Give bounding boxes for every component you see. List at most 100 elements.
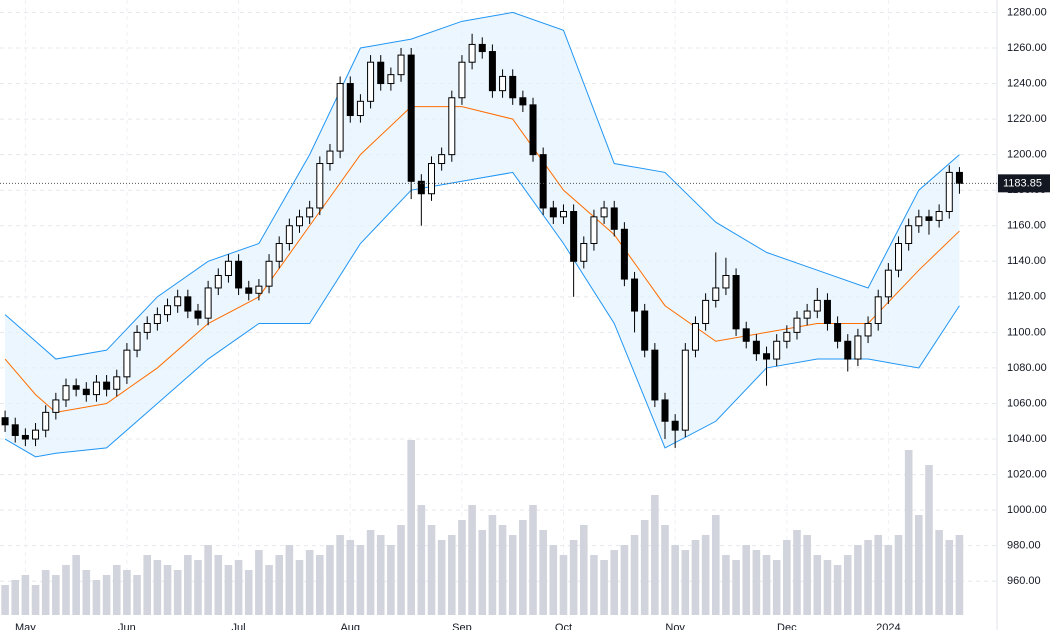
candle [82,382,90,402]
candle [164,298,172,322]
volume-bar [803,535,811,615]
candle [631,271,639,333]
candle [346,76,354,123]
candle [174,289,182,313]
candle-body [874,296,882,324]
x-tick-label: Oct [555,622,572,630]
volume-bar [651,495,659,615]
candle-body [864,322,872,337]
band-lower [4,171,960,458]
candle [519,90,527,112]
volume-bar [843,555,852,615]
candle [813,287,821,319]
candle [945,165,953,219]
candle [1,410,9,432]
candle [732,268,740,336]
candle-body [945,171,953,213]
candle-body [539,154,547,209]
candle-body [641,310,649,351]
volume-bar [285,545,294,615]
candle [620,222,628,287]
volume-bar [772,560,781,615]
volume-bar [468,505,476,615]
candle [600,200,608,224]
candle-body [620,228,628,280]
y-tick-label: 960.00 [1007,575,1041,587]
volume-bar [417,505,426,615]
volume-bar [661,525,669,615]
candle [356,94,364,123]
candle-body [255,285,263,294]
candle [92,375,100,402]
x-tick-label: Sep [452,622,472,630]
candle [397,47,405,82]
x-tick-label: May [15,622,36,630]
candle [52,392,60,420]
candle-body [844,340,852,360]
candle-body [651,349,659,401]
candle-body [438,154,446,165]
volume-bar [356,545,365,615]
candle-body [164,305,172,316]
candle-body [245,287,253,294]
candle-body [895,243,903,271]
candle-body [42,411,50,431]
candle [407,47,415,200]
candle-body [752,340,760,355]
candle [458,55,466,105]
candle [306,200,314,224]
candle-body [123,349,131,378]
y-tick-label: 1160.00 [1007,220,1046,232]
candle-body [702,299,710,324]
volume-bar [31,585,40,615]
candle [610,200,618,237]
candle-body [773,340,781,360]
volume-bar [508,535,517,615]
volume-bar [82,570,91,615]
candle [783,325,791,349]
candle-body [387,74,395,85]
candle [671,414,679,448]
volume-bar [722,555,730,615]
candle-body [72,385,80,390]
candle [478,37,486,59]
candle [62,378,70,408]
volume-bar [711,515,720,615]
candle-body [925,216,933,221]
candle-body [488,51,496,92]
candle-body [174,296,182,307]
volume-bar [559,555,568,615]
candle [438,147,446,171]
x-tick-label: Aug [340,622,360,630]
candle-body [631,278,639,312]
volume-bar [447,535,456,615]
candle-body [143,322,151,333]
volume-bar [884,545,893,615]
candle-body [265,260,273,287]
candle-body [336,83,344,152]
candle-body [661,399,669,422]
volume-bar [793,530,801,615]
volume-bar [478,530,487,615]
candle-body [884,269,892,298]
candle-body [519,97,527,106]
candle-body [854,335,862,360]
candle [549,200,557,224]
volume-bar [92,580,101,615]
volume-bar [579,525,588,615]
candle [113,369,121,397]
candle-body [671,420,679,431]
candle-body [600,207,608,218]
volume-bar [783,540,791,615]
candle [153,307,161,331]
candle-body [468,43,476,63]
volume-bar [72,555,80,615]
volume-bar [11,580,20,615]
volume-bar [610,550,619,615]
candle-body [133,331,141,351]
volume-bar [123,570,131,615]
volume-bar [762,555,771,615]
y-tick-label: 1060.00 [1007,397,1047,409]
x-tick-label: 2024 [876,622,900,630]
